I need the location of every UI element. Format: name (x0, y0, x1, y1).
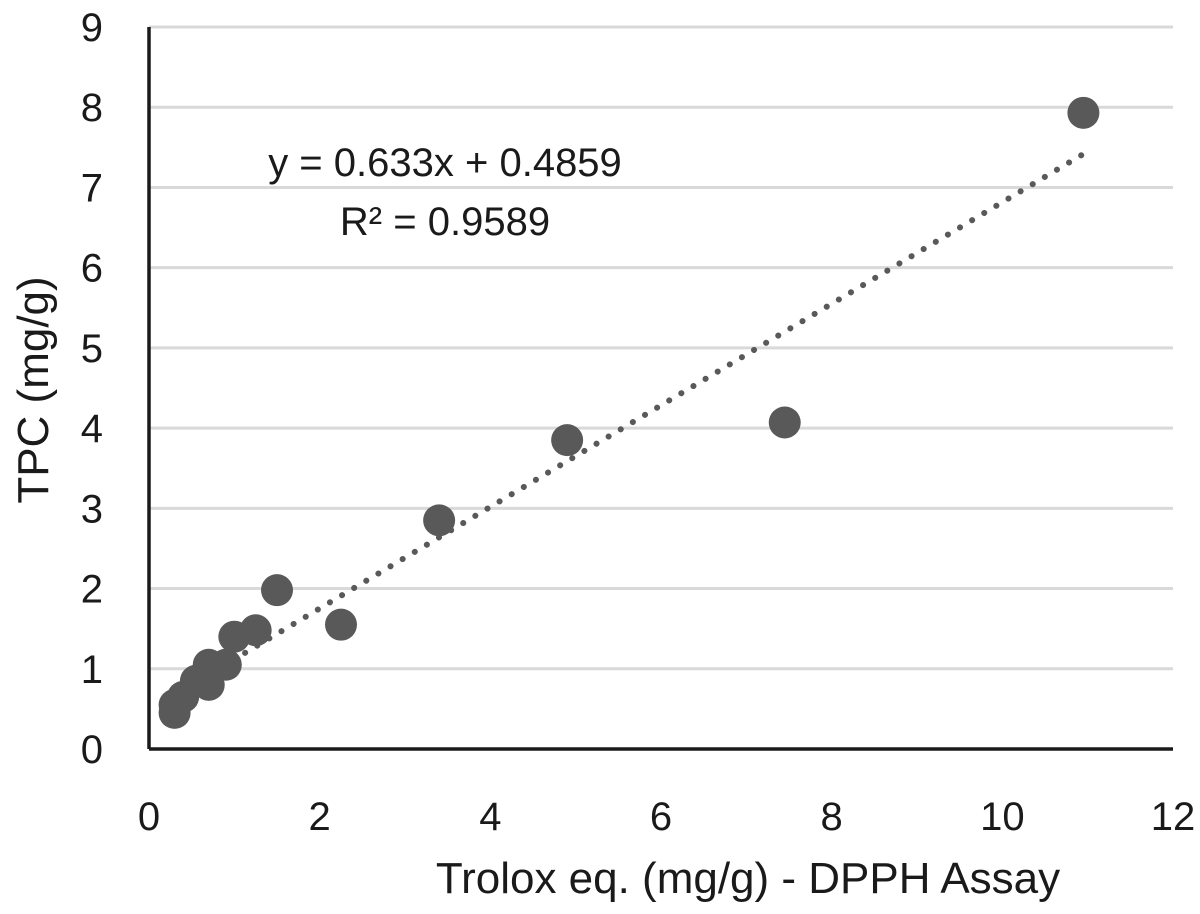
y-tick-label-7: 7 (81, 166, 103, 210)
axes (147, 27, 1173, 751)
y-tick-label-0: 0 (81, 728, 103, 772)
data-point (1067, 96, 1100, 129)
y-tick-labels: 0 1 2 3 4 5 6 7 8 9 (81, 6, 103, 772)
data-point (551, 424, 584, 457)
x-tick-label-0: 0 (138, 795, 160, 839)
y-tick-label-2: 2 (81, 568, 103, 612)
y-tick-label-3: 3 (81, 487, 103, 531)
x-tick-labels: 0 2 4 6 8 10 12 (138, 795, 1195, 839)
x-tick-label-6: 6 (650, 795, 672, 839)
x-tick-label-8: 8 (821, 795, 843, 839)
data-point (768, 406, 801, 439)
x-tick-label-4: 4 (479, 795, 501, 839)
x-axis-title: Trolox eq. (mg/g) - DPPH Assay (436, 854, 1060, 903)
y-tick-label-5: 5 (81, 327, 103, 371)
y-tick-label-1: 1 (81, 648, 103, 692)
data-point (261, 574, 293, 607)
trendline-r-squared: R² = 0.9589 (340, 200, 550, 244)
x-tick-label-12: 12 (1151, 795, 1196, 839)
x-tick-label-10: 10 (980, 795, 1025, 839)
gridlines (149, 25, 1173, 671)
linear-trendline (205, 150, 1087, 678)
y-axis-title: TPC (mg/g) (9, 276, 58, 503)
trendline-equation: y = 0.633x + 0.4859 (268, 141, 622, 185)
y-tick-label-6: 6 (81, 247, 103, 291)
data-point (239, 614, 272, 647)
data-point (423, 504, 456, 537)
data-point (325, 608, 357, 641)
data-point (209, 648, 242, 681)
y-tick-label-4: 4 (81, 407, 103, 451)
y-tick-label-9: 9 (81, 6, 103, 50)
data-points (158, 96, 1100, 729)
x-tick-label-2: 2 (309, 795, 331, 839)
y-tick-label-8: 8 (81, 86, 103, 130)
trendline-layer (205, 150, 1087, 678)
